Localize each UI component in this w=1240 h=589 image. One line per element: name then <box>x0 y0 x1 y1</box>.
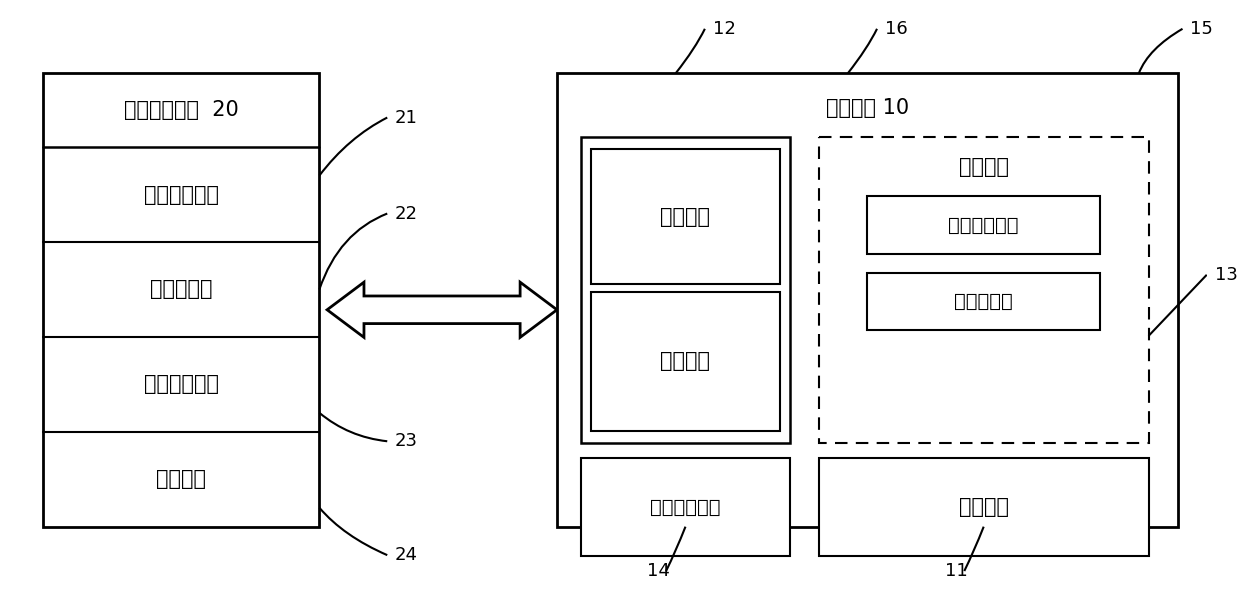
Text: 15: 15 <box>1190 20 1213 38</box>
Bar <box>591 292 780 431</box>
Text: 14: 14 <box>647 562 670 580</box>
Text: 操作系统: 操作系统 <box>661 352 711 372</box>
Text: 电源模块: 电源模块 <box>156 469 206 489</box>
Text: 实时监控模块: 实时监控模块 <box>949 216 1019 234</box>
Text: 24: 24 <box>396 546 418 564</box>
Text: 应用程序: 应用程序 <box>661 207 711 227</box>
Text: 移动终端 10: 移动终端 10 <box>826 98 909 118</box>
Bar <box>43 73 320 527</box>
Bar <box>582 458 790 556</box>
Bar <box>557 73 1178 527</box>
Text: 无线通信模块: 无线通信模块 <box>144 375 218 395</box>
Text: 13: 13 <box>1214 266 1238 284</box>
Text: 23: 23 <box>396 432 418 450</box>
Bar <box>867 196 1100 254</box>
Text: 加解密模块: 加解密模块 <box>150 279 212 299</box>
Bar <box>591 149 780 284</box>
Text: 16: 16 <box>885 20 908 38</box>
Polygon shape <box>327 282 557 337</box>
Text: 安全区域: 安全区域 <box>959 157 1008 177</box>
Text: 处理模块: 处理模块 <box>959 497 1008 517</box>
Bar <box>582 137 790 443</box>
Text: 11: 11 <box>945 562 968 580</box>
Text: 12: 12 <box>713 20 735 38</box>
Bar <box>867 273 1100 330</box>
Text: 22: 22 <box>396 204 418 223</box>
Text: 21: 21 <box>396 108 418 127</box>
Bar <box>818 458 1148 556</box>
Text: 智能穿戴设备  20: 智能穿戴设备 20 <box>124 100 238 120</box>
Text: 验证信息模块: 验证信息模块 <box>144 184 218 204</box>
Text: 加解密模块: 加解密模块 <box>955 292 1013 312</box>
Text: 无线通信模块: 无线通信模块 <box>650 498 720 517</box>
Bar <box>818 137 1148 443</box>
